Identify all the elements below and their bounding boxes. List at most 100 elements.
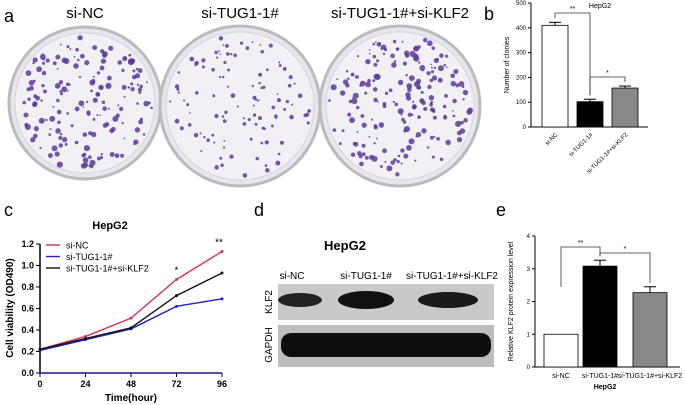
- lane-label-3: si-TUG1-1#+si-KLF2: [406, 271, 498, 282]
- colony: [30, 137, 36, 143]
- colony: [218, 36, 224, 41]
- colony: [213, 141, 216, 144]
- significance-label: **: [215, 238, 223, 249]
- colony: [60, 43, 62, 46]
- colony: [201, 58, 206, 63]
- colony: [361, 122, 367, 128]
- colony: [81, 153, 86, 158]
- colony: [458, 81, 465, 87]
- x-axis-label: HepG2: [594, 384, 617, 391]
- colony: [222, 44, 225, 46]
- colony: [282, 67, 287, 71]
- colony: [66, 82, 70, 87]
- colony: [40, 99, 43, 102]
- colony: [443, 63, 447, 67]
- colony: [419, 65, 426, 71]
- colony: [82, 106, 85, 108]
- colony: [137, 68, 143, 73]
- bar-chart-e: 0 1 2 3 4 Relative KLF2 protein expression le…: [508, 234, 682, 391]
- significance-label: *: [624, 246, 627, 253]
- colony: [400, 148, 405, 153]
- x-tick-label: 0: [37, 379, 42, 389]
- colony: [169, 100, 172, 103]
- colony: [435, 57, 439, 61]
- colony: [86, 110, 91, 115]
- colony: [49, 128, 52, 131]
- colony: [423, 106, 428, 112]
- colony: [370, 118, 374, 121]
- colony: [69, 48, 72, 50]
- colony: [415, 131, 422, 138]
- colony: [80, 163, 87, 169]
- colony: [347, 112, 352, 117]
- colony: [467, 107, 473, 113]
- row-label-gapdh: GAPDH: [264, 327, 275, 363]
- colony: [393, 158, 397, 162]
- colony: [239, 41, 244, 45]
- colony: [27, 97, 31, 101]
- colony: [136, 83, 140, 86]
- colony: [400, 162, 403, 165]
- colony: [221, 115, 225, 118]
- colony: [352, 73, 354, 76]
- colony: [99, 65, 105, 71]
- colony: [120, 153, 125, 158]
- colony: [66, 89, 69, 92]
- colony: [262, 85, 266, 89]
- data-point: [220, 271, 224, 275]
- colony: [259, 44, 262, 46]
- colony: [242, 173, 248, 178]
- colony: [132, 69, 136, 73]
- x-axis-label: Time(hour): [105, 393, 157, 404]
- colony: [368, 52, 371, 55]
- klf2-band-2: [338, 291, 394, 309]
- colony: [422, 37, 428, 43]
- colony: [276, 93, 279, 95]
- colony: [121, 68, 125, 72]
- colony: [403, 153, 409, 159]
- colony: [42, 57, 45, 61]
- data-point: [84, 334, 87, 338]
- colony: [201, 65, 205, 69]
- colony: [73, 56, 76, 58]
- x-tick-label: si-NC: [552, 373, 570, 380]
- colony: [402, 61, 407, 66]
- y-tick-label: 200: [516, 75, 527, 81]
- colony: [384, 91, 389, 96]
- colony: [390, 53, 395, 59]
- colony: [450, 73, 456, 79]
- colony: [193, 132, 199, 138]
- colony: [279, 140, 284, 145]
- colony: [130, 87, 135, 92]
- colony: [378, 122, 385, 128]
- colony: [438, 65, 444, 72]
- colony: [189, 111, 191, 114]
- colony: [56, 109, 62, 115]
- colony: [242, 117, 245, 120]
- colony: [143, 100, 150, 107]
- colony: [245, 46, 250, 50]
- y-tick-label: 1: [527, 332, 531, 338]
- colony: [55, 128, 61, 134]
- colony: [338, 142, 342, 146]
- colony: [306, 121, 310, 125]
- y-tick-label: 2: [527, 300, 531, 306]
- colony: [249, 137, 253, 141]
- x-tick-label: si-TUG1-1#+si-KLF2: [586, 132, 630, 176]
- colony: [439, 157, 444, 162]
- colony: [397, 154, 401, 158]
- colony: [278, 61, 281, 64]
- x-tick-label: 48: [126, 379, 136, 389]
- significance-bracket: [554, 12, 591, 96]
- colony: [123, 137, 126, 140]
- colony: [417, 45, 421, 49]
- colony: [332, 128, 337, 132]
- colony: [47, 153, 53, 158]
- colony: [348, 99, 353, 104]
- colony: [358, 154, 363, 159]
- panel-label-c: c: [4, 200, 13, 220]
- data-point: [38, 347, 42, 351]
- colony: [367, 78, 371, 83]
- colony: [127, 59, 135, 66]
- colony: [187, 123, 192, 127]
